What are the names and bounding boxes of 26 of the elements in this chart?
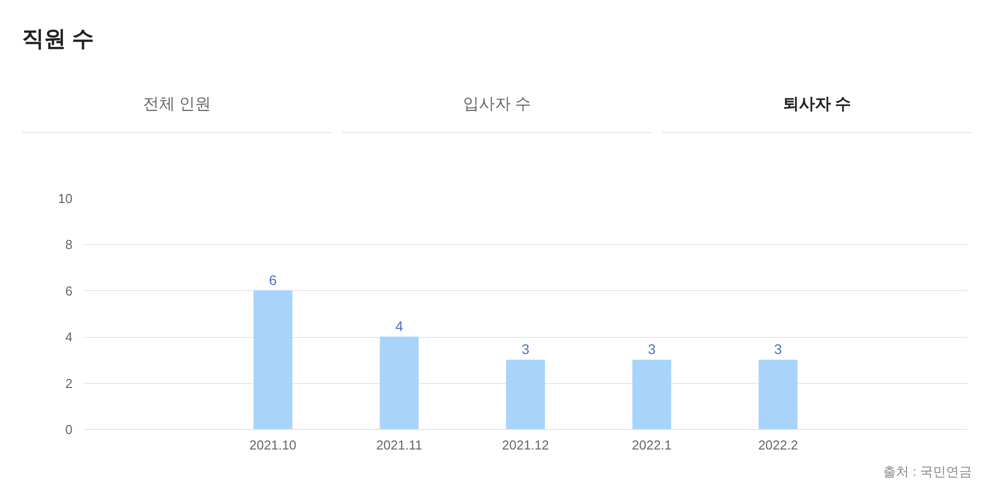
- y-tick-label: 8: [65, 237, 73, 252]
- data-label: 3: [648, 341, 656, 358]
- y-tick-label: 10: [58, 191, 73, 206]
- x-tick-label: 2021.11: [376, 438, 422, 452]
- text: 전체 인원: [142, 95, 212, 115]
- source-note: 출처 : 국민연금: [883, 463, 972, 481]
- chart-title: 직원 수: [22, 25, 94, 53]
- y-tick-label: 2: [65, 376, 73, 391]
- x-tick-label: 2022.1: [632, 438, 672, 452]
- data-label: 3: [774, 341, 782, 358]
- x-tick-label: 2022.2: [758, 438, 798, 452]
- bar: [380, 336, 419, 430]
- data-label: 4: [395, 318, 404, 334]
- x-tick-label: 2021.10: [249, 438, 296, 452]
- bar: [506, 360, 545, 430]
- y-tick-label: 6: [65, 283, 73, 298]
- bar: [758, 360, 798, 430]
- bar: [632, 360, 672, 430]
- y-tick-label: 0: [65, 422, 73, 437]
- data-label: 6: [269, 272, 278, 288]
- text: 퇴사자 수: [782, 95, 852, 115]
- text: 입사자 수: [462, 95, 532, 115]
- bar: [253, 290, 292, 430]
- y-tick-label: 4: [65, 330, 73, 345]
- data-label: 3: [522, 341, 530, 358]
- x-tick-label: 2021.12: [502, 438, 550, 452]
